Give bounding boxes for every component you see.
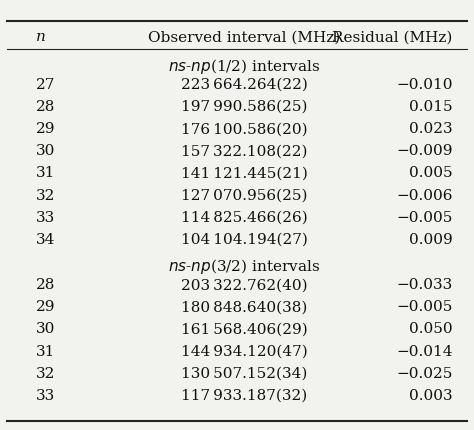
Text: 31: 31 xyxy=(36,344,55,358)
Text: $ns$-$np$(3/2) intervals: $ns$-$np$(3/2) intervals xyxy=(168,256,320,275)
Text: −0.010: −0.010 xyxy=(396,78,453,92)
Text: $ns$-$np$(1/2) intervals: $ns$-$np$(1/2) intervals xyxy=(168,56,320,76)
Text: 180 848.640(38): 180 848.640(38) xyxy=(181,300,307,313)
Text: 144 934.120(47): 144 934.120(47) xyxy=(181,344,308,358)
Text: 141 121.445(21): 141 121.445(21) xyxy=(181,166,308,180)
Text: 104 104.194(27): 104 104.194(27) xyxy=(181,232,308,246)
Text: 0.015: 0.015 xyxy=(409,100,453,114)
Text: 0.023: 0.023 xyxy=(409,122,453,136)
Text: 34: 34 xyxy=(36,232,55,246)
Text: 31: 31 xyxy=(36,166,55,180)
Text: 29: 29 xyxy=(36,122,55,136)
Text: −0.009: −0.009 xyxy=(396,144,453,158)
Text: 27: 27 xyxy=(36,78,55,92)
Text: −0.005: −0.005 xyxy=(396,300,453,313)
Text: 32: 32 xyxy=(36,188,55,202)
Text: 33: 33 xyxy=(36,388,55,402)
Text: 0.009: 0.009 xyxy=(409,232,453,246)
Text: 30: 30 xyxy=(36,144,55,158)
Text: 114 825.466(26): 114 825.466(26) xyxy=(181,210,308,224)
Text: 30: 30 xyxy=(36,322,55,336)
Text: 127 070.956(25): 127 070.956(25) xyxy=(181,188,307,202)
Text: 157 322.108(22): 157 322.108(22) xyxy=(181,144,307,158)
Text: 28: 28 xyxy=(36,100,55,114)
Text: n: n xyxy=(36,31,46,44)
Text: −0.014: −0.014 xyxy=(396,344,453,358)
Text: 0.005: 0.005 xyxy=(409,166,453,180)
Text: −0.005: −0.005 xyxy=(396,210,453,224)
Text: 130 507.152(34): 130 507.152(34) xyxy=(181,366,307,380)
Text: 29: 29 xyxy=(36,300,55,313)
Text: 33: 33 xyxy=(36,210,55,224)
Text: 161 568.406(29): 161 568.406(29) xyxy=(181,322,308,336)
Text: −0.025: −0.025 xyxy=(396,366,453,380)
Text: 223 664.264(22): 223 664.264(22) xyxy=(181,78,308,92)
Text: 176 100.586(20): 176 100.586(20) xyxy=(181,122,307,136)
Text: 28: 28 xyxy=(36,277,55,292)
Text: Residual (MHz): Residual (MHz) xyxy=(332,31,453,44)
Text: 203 322.762(40): 203 322.762(40) xyxy=(181,277,307,292)
Text: −0.006: −0.006 xyxy=(396,188,453,202)
Text: 32: 32 xyxy=(36,366,55,380)
Text: 197 990.586(25): 197 990.586(25) xyxy=(181,100,307,114)
Text: 0.003: 0.003 xyxy=(409,388,453,402)
Text: Observed interval (MHz): Observed interval (MHz) xyxy=(148,31,340,44)
Text: 0.050: 0.050 xyxy=(409,322,453,336)
Text: 117 933.187(32): 117 933.187(32) xyxy=(181,388,307,402)
Text: −0.033: −0.033 xyxy=(396,277,453,292)
